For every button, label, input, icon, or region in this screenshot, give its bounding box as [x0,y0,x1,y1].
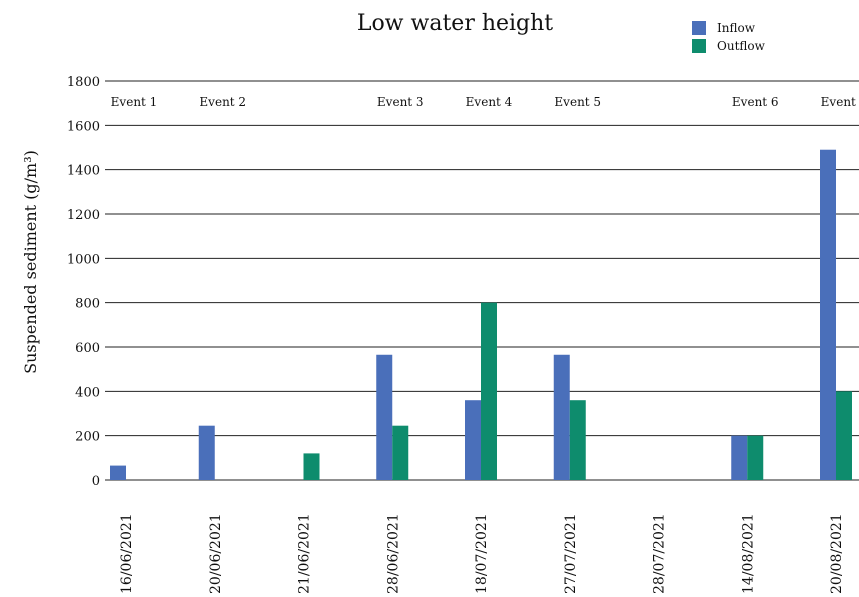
event-label: Event 3 [377,95,424,109]
x-tick-label: 28/06/2021 [385,513,401,594]
x-tick-label: 18/07/2021 [474,513,490,594]
y-tick-label: 1200 [67,208,100,223]
event-label: Event 1 [111,95,158,109]
event-label: Event 4 [466,95,513,109]
x-tick-label: 20/08/2021 [829,513,845,594]
x-tick-label: 16/06/2021 [119,513,135,594]
legend-swatch-inflow [692,21,706,35]
y-tick-label: 200 [75,430,100,445]
x-tick-label: 28/07/2021 [652,513,668,594]
legend-label: Outflow [717,39,766,53]
event-label: Event 7 [821,95,859,109]
bar-outflow-7 [747,435,764,480]
bar-outflow-3 [392,425,409,480]
chart-title: Low water height [357,11,553,36]
event-label: Event 2 [199,95,246,109]
x-tick-label: 21/06/2021 [297,513,313,594]
legend-swatch-outflow [692,39,706,53]
event-label: Event 6 [732,95,779,109]
bar-outflow-5 [569,400,586,480]
y-tick-label: 0 [92,474,100,489]
bar-inflow-1 [198,425,215,480]
y-tick-label: 600 [75,341,100,356]
bar-outflow-2 [303,453,320,480]
y-tick-label: 1400 [67,164,100,179]
x-tick-label: 27/07/2021 [563,513,579,594]
y-tick-label: 1000 [67,252,100,267]
x-tick-label: 20/06/2021 [208,513,224,594]
event-label: Event 5 [554,95,601,109]
y-axis-label: Suspended sediment (g/m³) [21,150,40,374]
bar-inflow-4 [465,400,481,480]
bar-inflow-3 [376,354,393,480]
bar-outflow-4 [481,302,497,480]
bar-inflow-8 [820,149,836,480]
bar-inflow-5 [553,354,570,480]
y-tick-label: 1600 [67,119,100,134]
bar-outflow-8 [836,391,852,480]
event-labels: Event 1 Event 2 Event 3 Event 4 Event 5 Event… [111,95,859,109]
x-tick-labels: 16/06/2021 20/06/2021 21/06/2021 28/06/2021… [119,513,845,594]
bar-inflow-7 [731,435,748,480]
bar-inflow-0 [110,465,126,480]
y-tick-label: 1800 [67,75,100,90]
bars [110,149,852,480]
y-tick-label: 400 [75,385,100,400]
legend-label: Inflow [717,21,756,35]
y-tick-labels: 0 200 400 600 800 1000 1200 1400 1600 1800 [67,75,100,489]
x-tick-label: 14/08/2021 [740,513,756,594]
y-tick-label: 800 [75,297,100,312]
legend: Inflow Outflow [692,21,766,53]
